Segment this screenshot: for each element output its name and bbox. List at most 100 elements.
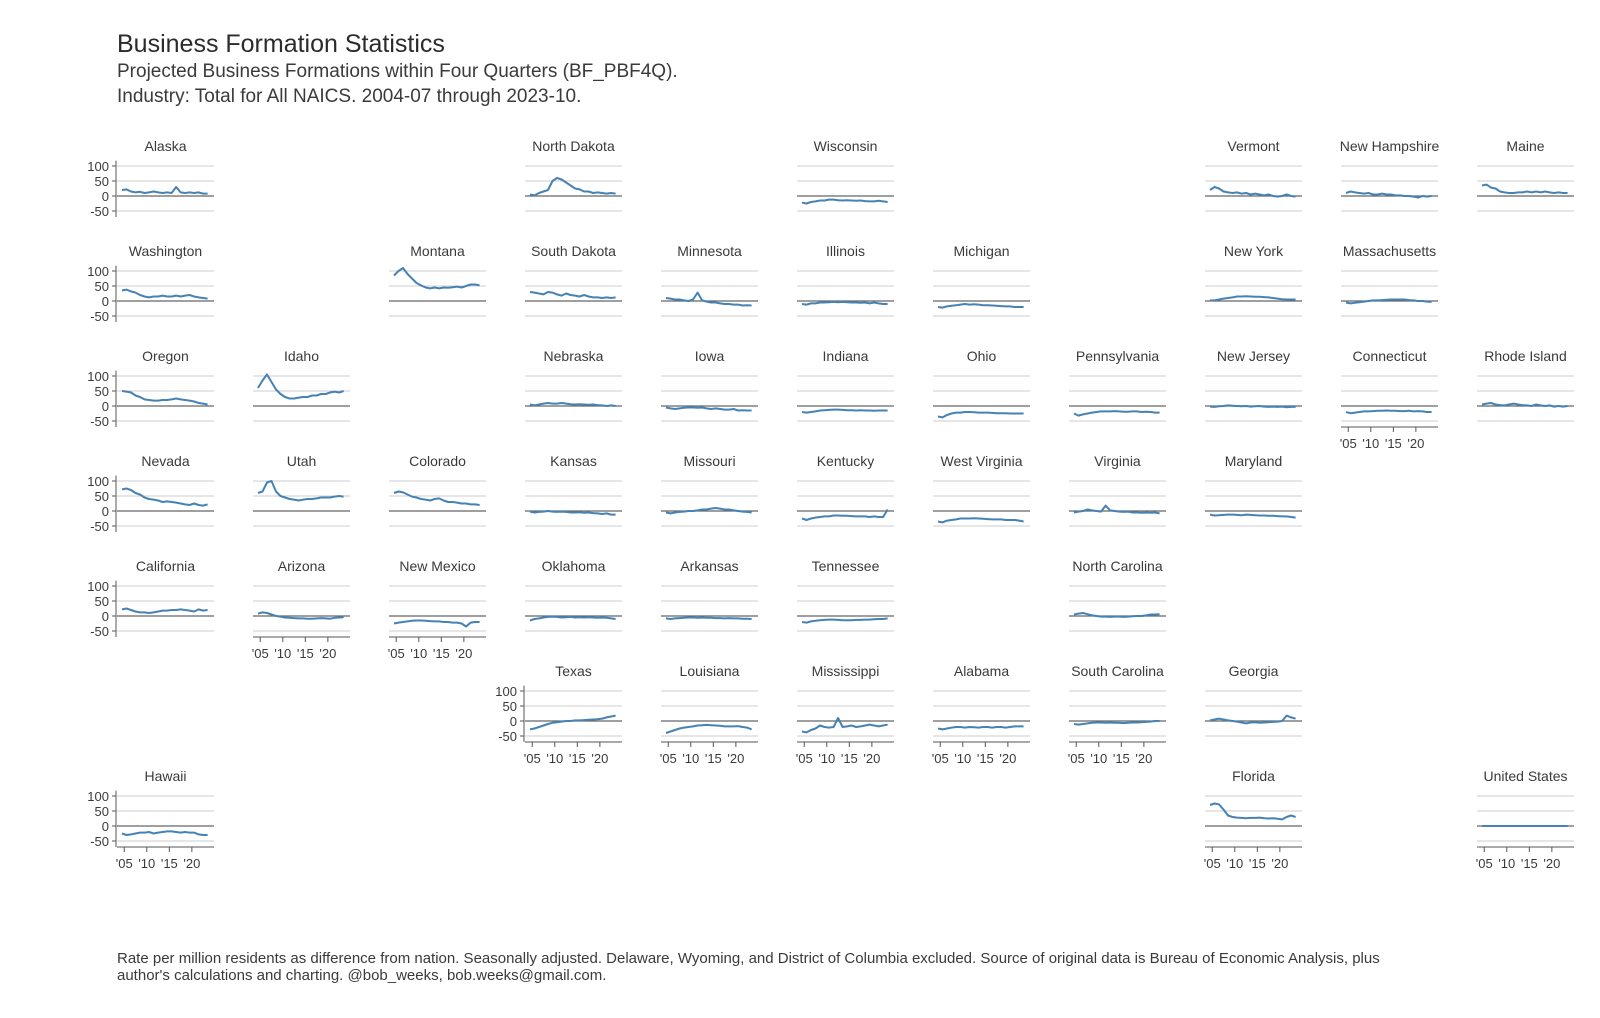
x-tick-label: '20 — [1407, 436, 1424, 451]
series-line-nevada — [121, 487, 208, 507]
panel-iowa: Iowa — [661, 348, 758, 422]
series-line-illinois — [801, 300, 888, 306]
panel-title-alabama: Alabama — [954, 663, 1009, 679]
panel-title-rhode-island: Rhode Island — [1484, 348, 1567, 364]
y-tick-label: -50 — [90, 834, 109, 849]
series-line-utah — [257, 480, 344, 502]
panel-title-connecticut: Connecticut — [1353, 348, 1427, 364]
panel-title-kentucky: Kentucky — [817, 453, 875, 469]
y-tick-label: 50 — [95, 279, 109, 294]
y-tick-label: -50 — [90, 309, 109, 324]
panel-south-dakota: South Dakota — [525, 243, 622, 317]
panel-colorado: Colorado — [389, 453, 486, 527]
series-line-louisiana — [665, 723, 752, 734]
panel-title-wisconsin: Wisconsin — [814, 138, 878, 154]
y-tick-label: 50 — [95, 594, 109, 609]
panel-title-tennessee: Tennessee — [812, 558, 880, 574]
panel-title-texas: Texas — [555, 663, 592, 679]
x-tick-label: '05 — [388, 646, 405, 661]
y-tick-label: 0 — [102, 189, 109, 204]
y-tick-label: 50 — [95, 174, 109, 189]
series-line-missouri — [665, 507, 752, 515]
x-tick-label: '20 — [727, 751, 744, 766]
panel-connecticut: Connecticut '05 '10 '15 '20 — [1340, 348, 1438, 451]
series-line-montana — [393, 267, 480, 290]
panel-new-hampshire: New Hampshire — [1340, 138, 1440, 212]
panel-arizona: Arizona '05 '10 '15 '20 — [252, 558, 350, 661]
series-line-tennessee — [801, 617, 888, 624]
series-line-pennsylvania — [1073, 410, 1160, 417]
series-line-california — [121, 607, 208, 614]
panel-title-north-carolina: North Carolina — [1072, 558, 1162, 574]
panel-alabama: Alabama '05 '10 '15 '20 — [932, 663, 1030, 766]
y-tick-label: 100 — [87, 579, 109, 594]
footer-note: Rate per million residents as difference… — [117, 950, 1380, 984]
x-tick-label: '20 — [1271, 856, 1288, 871]
panel-wisconsin: Wisconsin — [797, 138, 894, 212]
series-line-indiana — [801, 408, 888, 414]
x-tick-label: '20 — [1543, 856, 1560, 871]
series-line-nebraska — [529, 402, 616, 407]
x-tick-label: '15 — [297, 646, 314, 661]
y-tick-label: 0 — [102, 819, 109, 834]
series-line-new-jersey — [1209, 404, 1296, 409]
y-tick-label: 50 — [95, 489, 109, 504]
x-tick-label: '15 — [1385, 436, 1402, 451]
panel-title-louisiana: Louisiana — [680, 663, 740, 679]
y-tick-label: 50 — [95, 384, 109, 399]
panel-pennsylvania: Pennsylvania — [1069, 348, 1166, 422]
series-line-ohio — [937, 411, 1024, 419]
series-line-massachusetts — [1345, 298, 1432, 305]
series-line-wisconsin — [801, 198, 888, 205]
panel-title-united-states: United States — [1483, 768, 1567, 784]
chart-title: Business Formation Statistics — [117, 30, 445, 58]
y-tick-label: 0 — [102, 504, 109, 519]
x-tick-label: '15 — [705, 751, 722, 766]
panel-oklahoma: Oklahoma — [525, 558, 622, 632]
panel-title-illinois: Illinois — [826, 243, 865, 259]
x-tick-label: '20 — [319, 646, 336, 661]
panel-title-idaho: Idaho — [284, 348, 319, 364]
x-tick-label: '10 — [1362, 436, 1379, 451]
x-tick-label: '15 — [977, 751, 994, 766]
series-line-arkansas — [665, 616, 752, 620]
panel-title-montana: Montana — [410, 243, 465, 259]
series-line-maryland — [1209, 513, 1296, 519]
x-tick-label: '10 — [954, 751, 971, 766]
panel-north-carolina: North Carolina — [1069, 558, 1166, 632]
x-tick-label: '05 — [796, 751, 813, 766]
y-tick-label: 100 — [87, 789, 109, 804]
y-tick-label: 50 — [95, 804, 109, 819]
x-tick-label: '15 — [1521, 856, 1538, 871]
x-tick-label: '05 — [932, 751, 949, 766]
panel-virginia: Virginia — [1069, 453, 1166, 527]
series-line-kansas — [529, 510, 616, 516]
x-tick-label: '10 — [138, 856, 155, 871]
series-line-vermont — [1209, 186, 1296, 198]
x-tick-label: '20 — [999, 751, 1016, 766]
x-tick-label: '20 — [863, 751, 880, 766]
panel-tennessee: Tennessee — [797, 558, 894, 632]
panel-montana: Montana — [389, 243, 486, 317]
series-line-new-hampshire — [1345, 190, 1432, 199]
panel-title-hawaii: Hawaii — [144, 768, 186, 784]
panel-title-mississippi: Mississippi — [812, 663, 880, 679]
panel-title-nevada: Nevada — [141, 453, 189, 469]
panel-missouri: Missouri — [661, 453, 758, 527]
series-line-oklahoma — [529, 615, 616, 622]
panel-title-arizona: Arizona — [278, 558, 326, 574]
x-tick-label: '15 — [1249, 856, 1266, 871]
series-line-texas — [529, 714, 616, 731]
panel-title-oregon: Oregon — [142, 348, 189, 364]
panel-title-oklahoma: Oklahoma — [542, 558, 606, 574]
series-line-north-dakota — [529, 177, 616, 197]
panel-georgia: Georgia — [1205, 663, 1302, 737]
series-line-north-carolina — [1073, 612, 1160, 618]
panel-new-mexico: New Mexico '05 '10 '15 '20 — [388, 558, 486, 661]
panel-title-michigan: Michigan — [953, 243, 1009, 259]
y-tick-label: 0 — [102, 399, 109, 414]
